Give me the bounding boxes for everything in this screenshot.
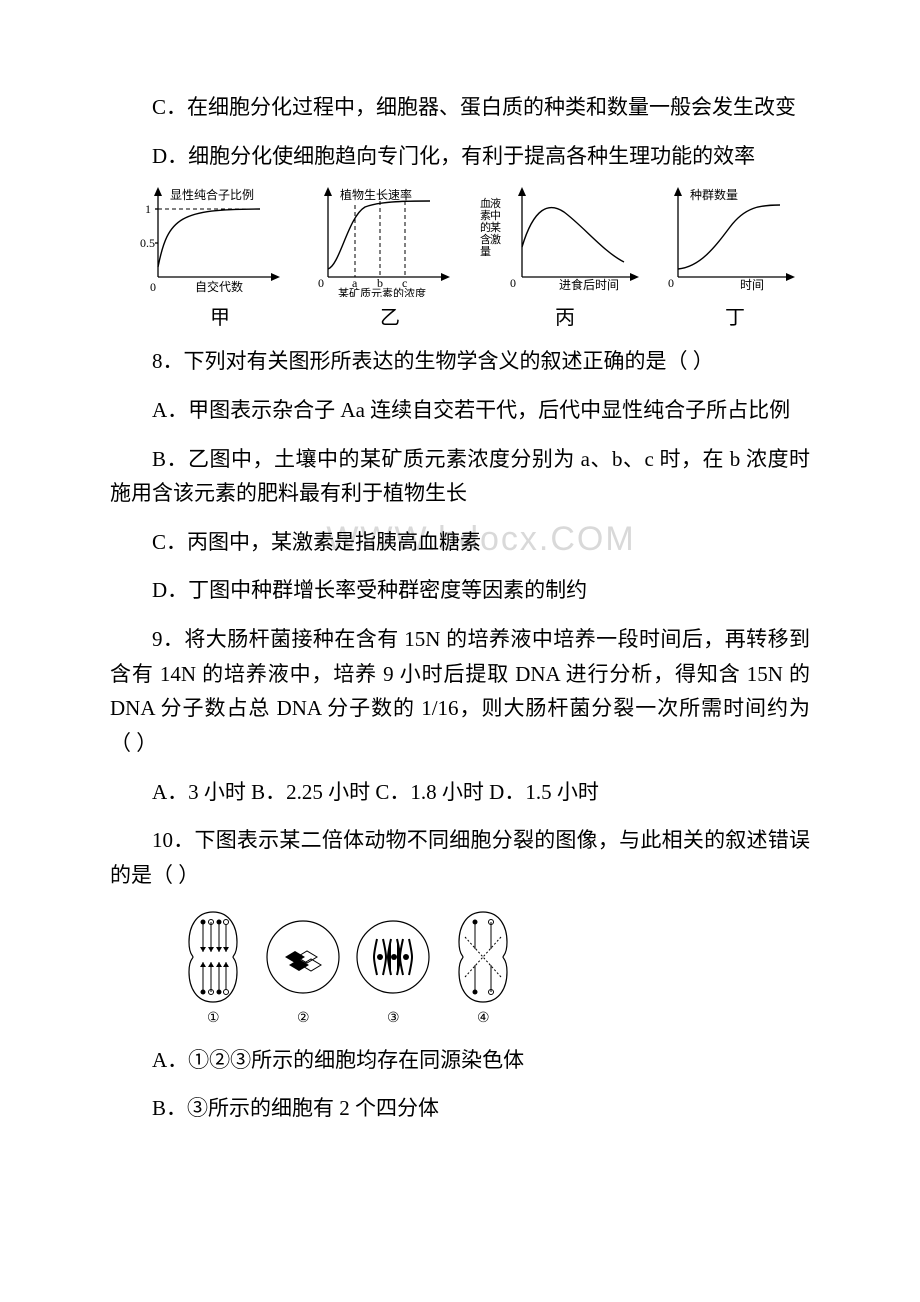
chart-yi-ylabel: 植物生长速率	[340, 187, 412, 202]
cell-diagrams-svg: ① ② ③	[170, 907, 530, 1027]
cell-label-1: ①	[207, 1011, 220, 1026]
cell-label-2: ②	[297, 1011, 310, 1026]
q8-option-c: C．丙图中，某激素是指胰高血糖素	[152, 530, 481, 554]
q8-option-a: A．甲图表示杂合子 Aa 连续自交若干代，后代中显性纯合子所占比例	[110, 393, 810, 428]
chart-jia: 显性纯合子比例 1 0.5 0 自交代数 甲	[140, 187, 300, 330]
q8-option-b: B．乙图中，土壤中的某矿质元素浓度分别为 a、b、c 时，在 b 浓度时施用含该…	[110, 442, 810, 511]
q10-option-a: A．①②③所示的细胞均存在同源染色体	[110, 1043, 810, 1078]
chart-bing-ylabel: 血液 素中 的某 含激 量	[480, 196, 504, 258]
chart-ding-xlabel: 时间	[740, 278, 764, 292]
option-c-text: C．在细胞分化过程中，细胞器、蛋白质的种类和数量一般会发生改变	[110, 90, 810, 125]
chart-jia-ylabel: 显性纯合子比例	[170, 187, 254, 202]
chart-yi-caption: 乙	[380, 301, 400, 330]
chart-jia-caption: 甲	[210, 301, 230, 330]
q9-stem: 9．将大肠杆菌接种在含有 15N 的培养液中培养一段时间后，再转移到含有 14N…	[110, 622, 810, 761]
option-d-text: D．细胞分化使细胞趋向专门化，有利于提高各种生理功能的效率	[110, 139, 810, 174]
chart-bing-origin: 0	[510, 276, 516, 290]
q8-option-c-wrap: WWW.bdocx.COM C．丙图中，某激素是指胰高血糖素	[110, 525, 810, 560]
cell-diagrams: ① ② ③	[170, 907, 810, 1027]
chart-yi-curve	[328, 201, 430, 269]
q8-option-d: D．丁图中种群增长率受种群密度等因素的制约	[110, 573, 810, 608]
chart-bing-xlabel: 进食后时间	[559, 277, 619, 292]
svg-text:0: 0	[318, 276, 324, 290]
chart-yi-xlabel: 某矿质元素的浓度	[338, 286, 426, 297]
chart-bing: 血液 素中 的某 含激 量 0 进食后时间 丙	[480, 187, 650, 330]
chart-ding: 种群数量 0 时间 丁	[660, 187, 810, 330]
cell-label-3: ③	[387, 1011, 400, 1026]
chart-ding-ylabel: 种群数量	[690, 187, 738, 202]
q10-stem: 10．下图表示某二倍体动物不同细胞分裂的图像，与此相关的叙述错误的是（ ）	[110, 823, 810, 892]
q8-stem: 8．下列对有关图形所表达的生物学含义的叙述正确的是（ ）	[110, 344, 810, 379]
chart-ding-svg: 种群数量 0 时间	[660, 187, 810, 297]
chart-jia-ytick1: 1	[145, 202, 151, 216]
chart-jia-origin: 0	[150, 280, 156, 294]
chart-jia-ytick2: 0.5	[140, 236, 155, 250]
chart-yi-svg: 植物生长速率 0 a b c 某矿质元素的浓度	[310, 187, 470, 297]
q10-option-b: B．③所示的细胞有 2 个四分体	[110, 1091, 810, 1126]
chart-bing-curve	[522, 208, 624, 262]
chart-ding-origin: 0	[668, 276, 674, 290]
chart-bing-caption: 丙	[555, 301, 575, 330]
cell-label-4: ④	[477, 1011, 490, 1026]
chart-ding-caption: 丁	[725, 301, 745, 330]
chart-jia-svg: 显性纯合子比例 1 0.5 0 自交代数	[140, 187, 300, 297]
q9-options: A．3 小时 B．2.25 小时 C．1.8 小时 D．1.5 小时	[110, 775, 810, 810]
charts-row: 显性纯合子比例 1 0.5 0 自交代数 甲 植物生长速率 0 a b c 某矿…	[110, 187, 810, 330]
chart-yi: 植物生长速率 0 a b c 某矿质元素的浓度 乙	[310, 187, 470, 330]
chart-jia-curve	[158, 209, 260, 267]
chart-jia-xlabel: 自交代数	[195, 279, 243, 294]
chart-ding-curve	[678, 205, 780, 269]
chart-bing-svg: 血液 素中 的某 含激 量 0 进食后时间	[480, 187, 650, 297]
